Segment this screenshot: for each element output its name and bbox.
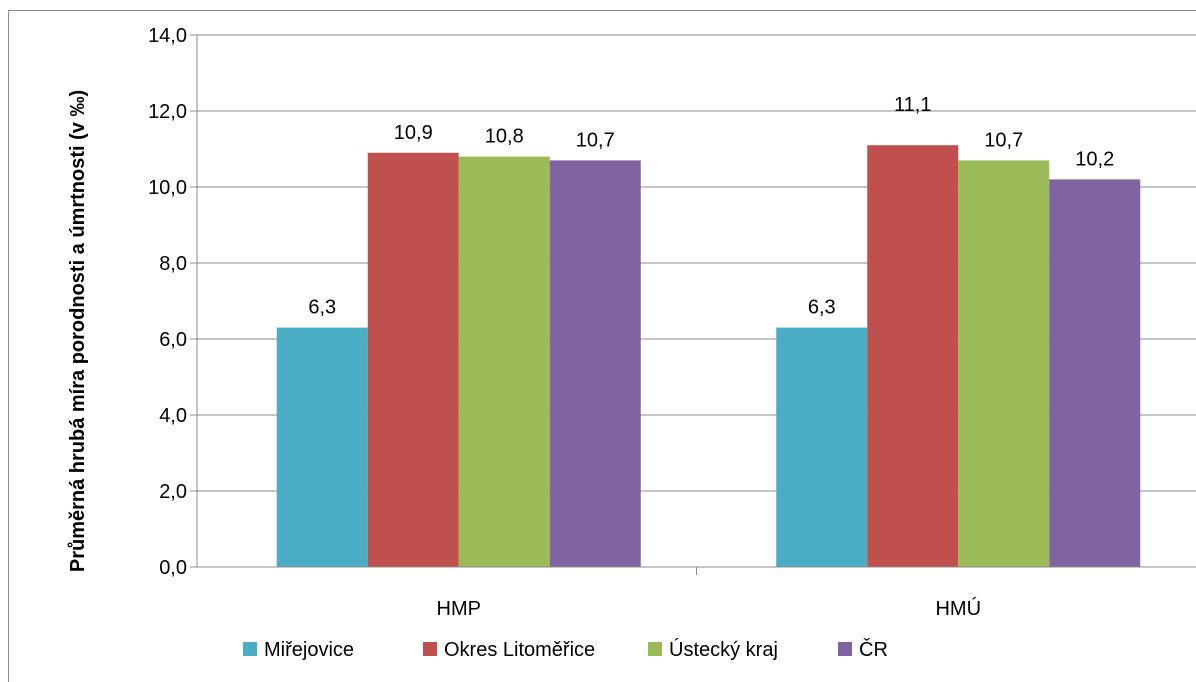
bars xyxy=(276,145,1141,568)
y-axis-label: Průměrná hrubá míra porodnosti a úmrtnos… xyxy=(67,90,89,572)
chart-frame xyxy=(8,10,1196,682)
y-tick-label: 14,0 xyxy=(148,25,187,47)
x-category-label: HMÚ xyxy=(935,597,981,620)
bar xyxy=(549,160,641,567)
legend-swatch xyxy=(838,642,852,656)
legend-entry: Okres Litoměřice xyxy=(444,639,595,661)
data-label: 6,3 xyxy=(808,297,836,319)
y-tick-label: 0,0 xyxy=(159,557,187,579)
legend: Miřejovice Okres Litoměřice Ústecký kraj ČR xyxy=(243,638,888,661)
legend-entry: Ústecký kraj xyxy=(669,638,778,661)
data-label: 10,2 xyxy=(1075,148,1114,170)
y-tick-label: 12,0 xyxy=(148,101,187,123)
legend-swatch xyxy=(423,642,437,656)
y-tick-label: 6,0 xyxy=(159,329,187,351)
bar xyxy=(367,152,459,568)
y-tick-label: 2,0 xyxy=(159,481,187,503)
data-label: 10,7 xyxy=(984,129,1023,151)
x-category-label: HMP xyxy=(437,598,481,620)
axes: 0,0 2,0 4,0 6,0 8,0 10,0 12,0 14,0 HMP HMÚ xyxy=(148,25,1196,620)
bar xyxy=(776,327,868,567)
data-label: 10,8 xyxy=(485,126,524,148)
data-label: 10,7 xyxy=(576,129,615,151)
legend-entry: Miřejovice xyxy=(264,639,354,661)
y-tick-label: 4,0 xyxy=(159,405,187,427)
data-labels: 6,3 10,9 10,8 10,7 6,3 11,1 10,7 10,2 xyxy=(308,94,1114,318)
legend-swatch xyxy=(648,642,662,656)
legend-swatch xyxy=(243,642,257,656)
bar xyxy=(1049,179,1141,567)
data-label: 11,1 xyxy=(894,94,931,116)
y-tick-label: 8,0 xyxy=(159,253,187,275)
bar xyxy=(458,156,550,567)
legend-entry: ČR xyxy=(859,638,888,661)
data-label: 6,3 xyxy=(308,297,336,319)
data-label: 10,9 xyxy=(394,122,433,144)
bar xyxy=(867,145,959,567)
y-tick-label: 10,0 xyxy=(148,177,187,199)
bar xyxy=(276,327,368,567)
bar xyxy=(958,160,1050,567)
